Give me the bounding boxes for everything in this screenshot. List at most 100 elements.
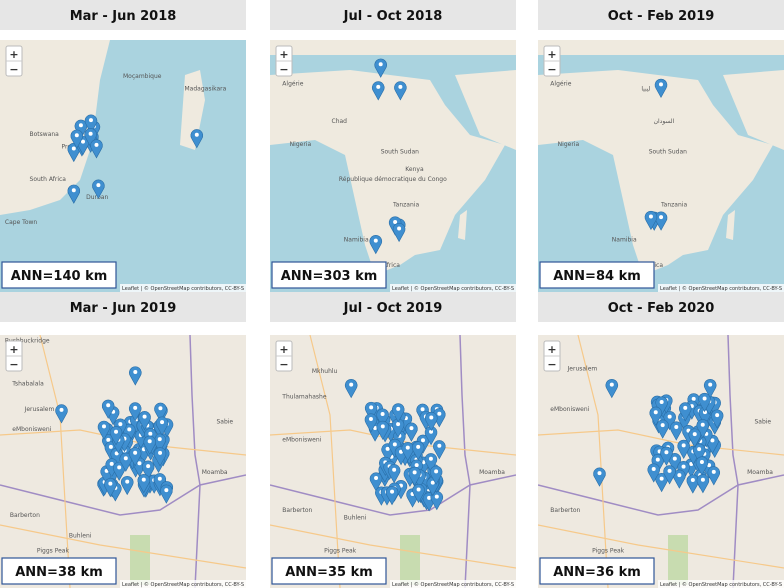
ann-label: ANN=36 km [553,565,641,580]
place-label: South Sudan [381,148,419,155]
map-marker [74,119,88,139]
zoom-out[interactable]: − [9,358,18,371]
map-marker [668,453,682,473]
map-marker [669,421,683,441]
attribution[interactable]: Leaflet | © OpenStreetMap contributors, … [122,285,244,292]
marker-dot [109,461,114,466]
map-marker [55,404,68,424]
marker-dot [108,444,113,449]
island [726,210,735,240]
zoom-out[interactable]: − [279,63,288,76]
attribution[interactable]: Leaflet | © OpenStreetMap contributors, … [660,285,782,292]
marker-dot [157,437,162,442]
attribution[interactable]: Leaflet | © OpenStreetMap contributors, … [392,581,514,588]
panel-title: Jul - Oct 2018 [343,9,443,24]
place-label: Piggs Peak [324,548,357,555]
marker-dot [78,123,83,128]
marker-dot [597,471,602,476]
map-marker [90,139,103,159]
zoom-in[interactable]: + [279,48,288,61]
zoom-out[interactable]: − [9,63,18,76]
marker-dot [659,476,664,481]
attribution[interactable]: Leaflet | © OpenStreetMap contributors, … [660,581,782,588]
marker-dot [59,407,64,412]
marker-dot [88,131,93,136]
map-marker [364,413,378,433]
marker-dot [697,447,702,452]
marker-dot [148,431,153,436]
marker-dot [133,450,138,455]
marker-dot [691,396,696,401]
marker-dot [674,424,679,429]
zoom-in[interactable]: + [547,343,556,356]
marker-dot [700,477,705,482]
attribution[interactable]: Leaflet | © OpenStreetMap contributors, … [122,581,244,588]
border [538,474,784,516]
place-label: Thulamahashe [281,393,327,400]
marker-dot [378,62,383,67]
map-marker [677,461,690,481]
zoom-out[interactable]: − [547,63,556,76]
map-marker [138,411,151,431]
map-marker [644,210,658,231]
map-marker [391,403,405,423]
map-marker [385,486,399,506]
map-marker [364,401,378,422]
marker-dot [158,450,163,455]
ann-label: ANN=38 km [15,565,103,580]
land [270,70,505,275]
map-marker [376,420,390,441]
map-marker [101,399,115,419]
ann-box [1,261,117,289]
attribution[interactable]: Leaflet | © OpenStreetMap contributors, … [392,285,514,292]
place-label: Moamba [202,469,228,476]
marker-dot [397,226,402,231]
marker-dot [380,412,385,417]
ann-box [271,261,387,289]
map-marker [663,465,676,485]
marker-dot [118,422,123,427]
map-marker [129,366,142,386]
place-label: ليبيا [641,85,650,92]
zoom-in[interactable]: + [9,48,18,61]
map-marker [369,235,383,255]
map-marker [655,473,668,493]
place-label: eMbonisweni [550,406,589,413]
marker-dot [437,411,442,416]
ann-box [271,557,387,585]
marker-dot [683,405,688,410]
zoom-in[interactable]: + [279,343,288,356]
marker-dot [374,476,379,481]
zoom-in[interactable]: + [547,48,556,61]
map-marker [109,426,123,446]
map-marker [84,128,97,148]
marker-dot [380,424,385,429]
marker-dot [127,427,132,432]
map-marker [155,416,169,436]
zoom-out[interactable]: − [547,358,556,371]
title-bar [0,292,246,322]
map-marker [695,456,709,476]
map-marker [120,476,134,496]
zoom-in[interactable]: + [9,343,18,356]
map-marker [190,129,204,149]
marker-dot [660,423,665,428]
map-marker [692,443,706,463]
title-bar [270,292,516,322]
marker-dot [672,456,677,461]
marker-dot [157,476,162,481]
marker-dot [396,422,401,427]
marker-dot [398,84,403,89]
place-label: Buhleni [344,515,367,522]
place-label: Tanzania [392,201,419,208]
marker-dot [142,414,147,419]
map-marker [376,408,389,428]
land [538,40,784,55]
map-marker [424,453,438,473]
marker-dot [609,382,614,387]
map-marker [429,465,443,485]
map-marker [605,379,619,399]
map-marker [660,446,673,466]
zoom-out[interactable]: − [279,358,288,371]
